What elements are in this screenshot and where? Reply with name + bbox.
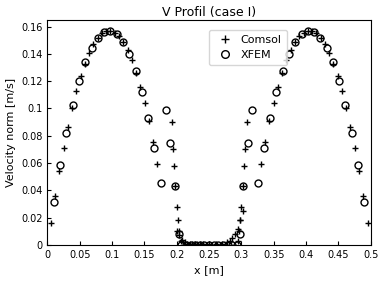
Comsol <box>331 62 336 65</box>
XFEM <box>197 243 202 247</box>
XFEM <box>179 243 184 247</box>
Comsol <box>185 242 189 245</box>
Comsol <box>48 221 53 225</box>
Title: V Profil (case I): V Profil (case I) <box>162 6 256 19</box>
Comsol <box>365 221 370 225</box>
XFEM <box>268 116 273 119</box>
Comsol <box>95 36 100 40</box>
XFEM <box>152 146 157 150</box>
Comsol <box>129 59 134 62</box>
XFEM <box>362 201 367 204</box>
XFEM <box>108 29 113 33</box>
XFEM <box>64 131 69 135</box>
Comsol <box>87 51 91 55</box>
Comsol <box>108 29 113 33</box>
Line: XFEM: XFEM <box>50 27 368 248</box>
XFEM <box>70 103 75 106</box>
XFEM <box>262 146 266 150</box>
XFEM <box>51 201 56 204</box>
Y-axis label: Velocity norm [m/s]: Velocity norm [m/s] <box>5 78 16 187</box>
Comsol <box>178 239 183 243</box>
Comsol <box>220 242 224 245</box>
Legend: Comsol, XFEM: Comsol, XFEM <box>209 30 287 65</box>
X-axis label: x [m]: x [m] <box>194 266 224 275</box>
Line: Comsol: Comsol <box>47 27 371 247</box>
